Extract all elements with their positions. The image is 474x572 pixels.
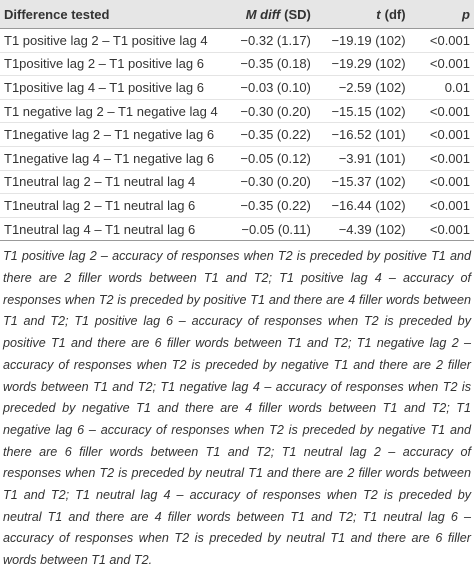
table-cell: 0.01 xyxy=(423,75,474,100)
table-cell: T1positive lag 4 – T1 positive lag 6 xyxy=(0,75,233,100)
header-cell: p xyxy=(423,0,474,29)
table-cell: −0.35 (0.22) xyxy=(232,193,323,218)
table-cell: T1 positive lag 2 – T1 positive lag 4 xyxy=(0,28,233,53)
results-table: Difference tested M diff (SD) t (df) p T1 pos… xyxy=(0,0,474,242)
table-row: T1neutral lag 2 – T1 neutral lag 4 −0.30 … xyxy=(0,170,474,195)
table-cell: T1negative lag 2 – T1 negative lag 6 xyxy=(0,122,233,147)
table-cell: −0.05 (0.12) xyxy=(232,146,323,171)
table-cell: −0.32 (1.17) xyxy=(232,28,323,53)
table-cell: −16.52 (101) xyxy=(322,122,424,147)
table-cell: −15.15 (102) xyxy=(322,99,424,124)
header-row: Difference tested M diff (SD) t (df) p xyxy=(0,0,474,29)
table-row: T1positive lag 4 – T1 positive lag 6 −0.0… xyxy=(0,75,474,100)
table-row: T1 negative lag 2 – T1 negative lag 4 −0.… xyxy=(0,99,474,124)
table-cell: −15.37 (102) xyxy=(322,170,424,195)
header-text: p xyxy=(462,6,470,22)
table-cell: T1neutral lag 2 – T1 neutral lag 4 xyxy=(0,170,233,195)
table-cell: T1neutral lag 2 – T1 neutral lag 6 xyxy=(0,193,233,218)
table-cell: T1neutral lag 4 – T1 neutral lag 6 xyxy=(0,217,233,242)
table-cell: −0.03 (0.10) xyxy=(232,75,323,100)
table-cell: T1 negative lag 2 – T1 negative lag 4 xyxy=(0,99,233,124)
header-text: (SD) xyxy=(284,6,311,22)
header-text: (df) xyxy=(384,6,406,22)
table-cell: T1positive lag 2 – T1 positive lag 6 xyxy=(0,52,233,77)
header-text: t xyxy=(376,6,381,22)
header-cell: M diff (SD) xyxy=(232,0,323,29)
header-cell: t (df) xyxy=(322,0,424,29)
table-cell: −0.35 (0.22) xyxy=(232,122,323,147)
table-row: T1negative lag 2 – T1 negative lag 6 −0.3… xyxy=(0,122,474,147)
table-cell: −0.05 (0.11) xyxy=(232,217,323,242)
table-cell: −0.30 (0.20) xyxy=(232,170,323,195)
table-cell: −19.19 (102) xyxy=(322,28,424,53)
table-cell: −0.30 (0.20) xyxy=(232,99,323,124)
table-cell: −19.29 (102) xyxy=(322,52,424,77)
table-row: T1neutral lag 4 – T1 neutral lag 6 −0.05 … xyxy=(0,217,474,242)
table-cell: <0.001 xyxy=(423,99,474,124)
table-cell: −16.44 (102) xyxy=(322,193,424,218)
table-cell: −4.39 (102) xyxy=(322,217,424,242)
table-cell: <0.001 xyxy=(423,146,474,171)
table-cell: <0.001 xyxy=(423,217,474,242)
table-cell: −0.35 (0.18) xyxy=(232,52,323,77)
table-cell: <0.001 xyxy=(423,193,474,218)
header-text: Difference tested xyxy=(4,6,110,22)
table-header: Difference tested M diff (SD) t (df) p xyxy=(0,0,474,29)
table-cell: <0.001 xyxy=(423,52,474,77)
header-cell: Difference tested xyxy=(0,0,233,29)
table-cell: T1negative lag 4 – T1 negative lag 6 xyxy=(0,146,233,171)
table-cell: −3.91 (101) xyxy=(322,146,424,171)
table-cell: −2.59 (102) xyxy=(322,75,424,100)
table-body: T1 positive lag 2 – T1 positive lag 4 −0.… xyxy=(0,28,474,242)
table-footnote: T1 positive lag 2 – accuracy of response… xyxy=(3,249,471,568)
table-row: T1positive lag 2 – T1 positive lag 6 −0.3… xyxy=(0,52,474,77)
header-text: M diff xyxy=(245,6,281,22)
table-row: T1negative lag 4 – T1 negative lag 6 −0.0… xyxy=(0,146,474,171)
table-cell: <0.001 xyxy=(423,122,474,147)
table-cell: <0.001 xyxy=(423,170,474,195)
table-row: T1 positive lag 2 – T1 positive lag 4 −0.… xyxy=(0,28,474,53)
table-cell: <0.001 xyxy=(423,28,474,53)
table-row: T1neutral lag 2 – T1 neutral lag 6 −0.35 … xyxy=(0,193,474,218)
